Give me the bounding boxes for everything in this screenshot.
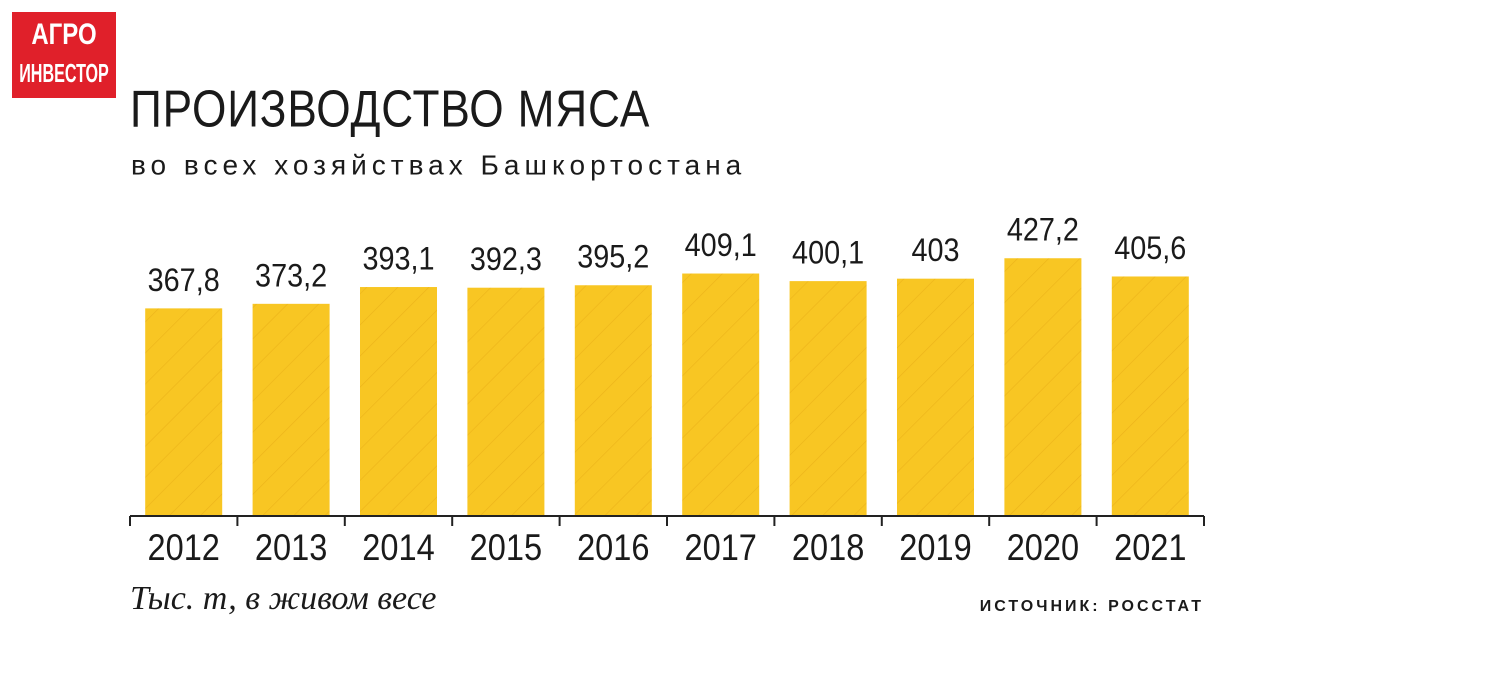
value-label: 403 (911, 233, 959, 269)
bar (360, 287, 437, 515)
x-tick-label: 2020 (1007, 527, 1079, 568)
bar (145, 308, 223, 515)
x-tick-label: 2014 (362, 527, 434, 568)
value-label: 400,1 (792, 235, 864, 271)
x-tick-label: 2016 (577, 527, 649, 568)
unit-note: Тыс. т, в живом весе (130, 580, 436, 617)
logo-text: АГРО (31, 16, 96, 50)
bar (252, 303, 330, 515)
value-label: 367,8 (148, 262, 220, 298)
x-tick-label: 2012 (147, 527, 219, 568)
x-tick-label: 2015 (470, 527, 542, 568)
x-tick-label: 2013 (255, 527, 327, 568)
value-label: 393,1 (362, 241, 434, 277)
x-tick-label: 2017 (684, 527, 756, 568)
value-label: 409,1 (685, 228, 757, 264)
x-tick-label: 2018 (792, 527, 864, 568)
bar (574, 285, 652, 515)
x-tick-label: 2021 (1114, 527, 1186, 568)
bar (1004, 258, 1082, 515)
source: ИСТОЧНИК: РОССТАТ (980, 598, 1204, 615)
bar (682, 273, 760, 515)
logo-text: ИНВЕСТОР (19, 58, 109, 88)
bar (897, 278, 974, 515)
chart-subtitle: во всех хозяйствах Башкортостана (131, 149, 746, 180)
bar (467, 287, 545, 515)
value-label: 395,2 (577, 239, 649, 275)
value-label: 405,6 (1114, 231, 1186, 267)
value-label: 373,2 (255, 258, 327, 294)
logo-bg (12, 12, 116, 98)
bar (1111, 276, 1189, 515)
x-tick-label: 2019 (899, 527, 971, 568)
chart-title: ПРОИЗВОДСТВО МЯСА (130, 80, 650, 138)
bar (789, 281, 867, 515)
value-label: 427,2 (1007, 212, 1079, 248)
value-label: 392,3 (470, 242, 542, 278)
logo: АГРО ИНВЕСТОР (12, 12, 116, 98)
